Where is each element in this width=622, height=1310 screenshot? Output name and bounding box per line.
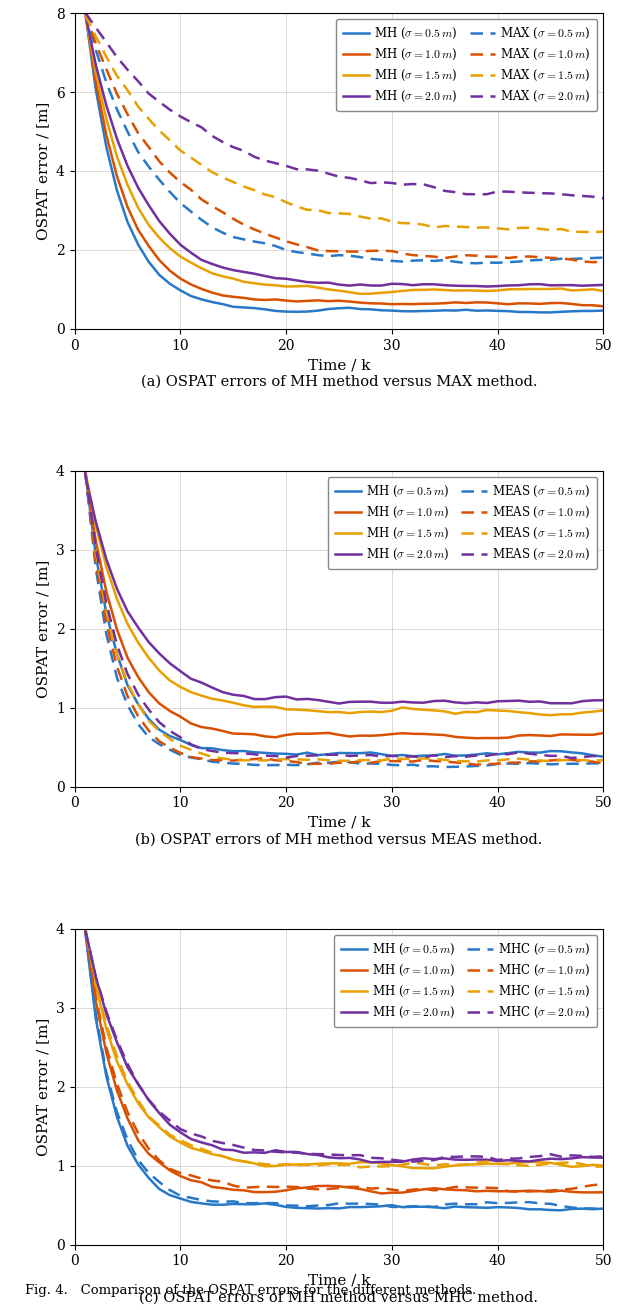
Text: Fig. 4.   Comparison of the OSPAT errors for the different methods.: Fig. 4. Comparison of the OSPAT errors f… [25, 1284, 476, 1297]
Y-axis label: OSPAT error / [m]: OSPAT error / [m] [37, 1018, 50, 1155]
X-axis label: Time / k: Time / k [308, 358, 370, 372]
Legend: MH ($\sigma = 0.5\,m$), MH ($\sigma = 1.0\,m$), MH ($\sigma = 1.5\,m$), MH ($\si: MH ($\sigma = 0.5\,m$), MH ($\sigma = 1.… [334, 934, 598, 1027]
Y-axis label: OSPAT error / [m]: OSPAT error / [m] [37, 559, 50, 698]
Legend: MH ($\sigma = 0.5\,m$), MH ($\sigma = 1.0\,m$), MH ($\sigma = 1.5\,m$), MH ($\si: MH ($\sigma = 0.5\,m$), MH ($\sigma = 1.… [337, 20, 598, 111]
Text: (b) OSPAT errors of MH method versus MEAS method.: (b) OSPAT errors of MH method versus MEA… [136, 833, 542, 846]
Text: (c) OSPAT errors of MH method versus MHC method.: (c) OSPAT errors of MH method versus MHC… [139, 1290, 539, 1305]
X-axis label: Time / k: Time / k [308, 1273, 370, 1288]
Legend: MH ($\sigma = 0.5\,m$), MH ($\sigma = 1.0\,m$), MH ($\sigma = 1.5\,m$), MH ($\si: MH ($\sigma = 0.5\,m$), MH ($\sigma = 1.… [328, 477, 598, 569]
Text: (a) OSPAT errors of MH method versus MAX method.: (a) OSPAT errors of MH method versus MAX… [141, 375, 537, 389]
Y-axis label: OSPAT error / [m]: OSPAT error / [m] [37, 102, 50, 240]
X-axis label: Time / k: Time / k [308, 816, 370, 831]
